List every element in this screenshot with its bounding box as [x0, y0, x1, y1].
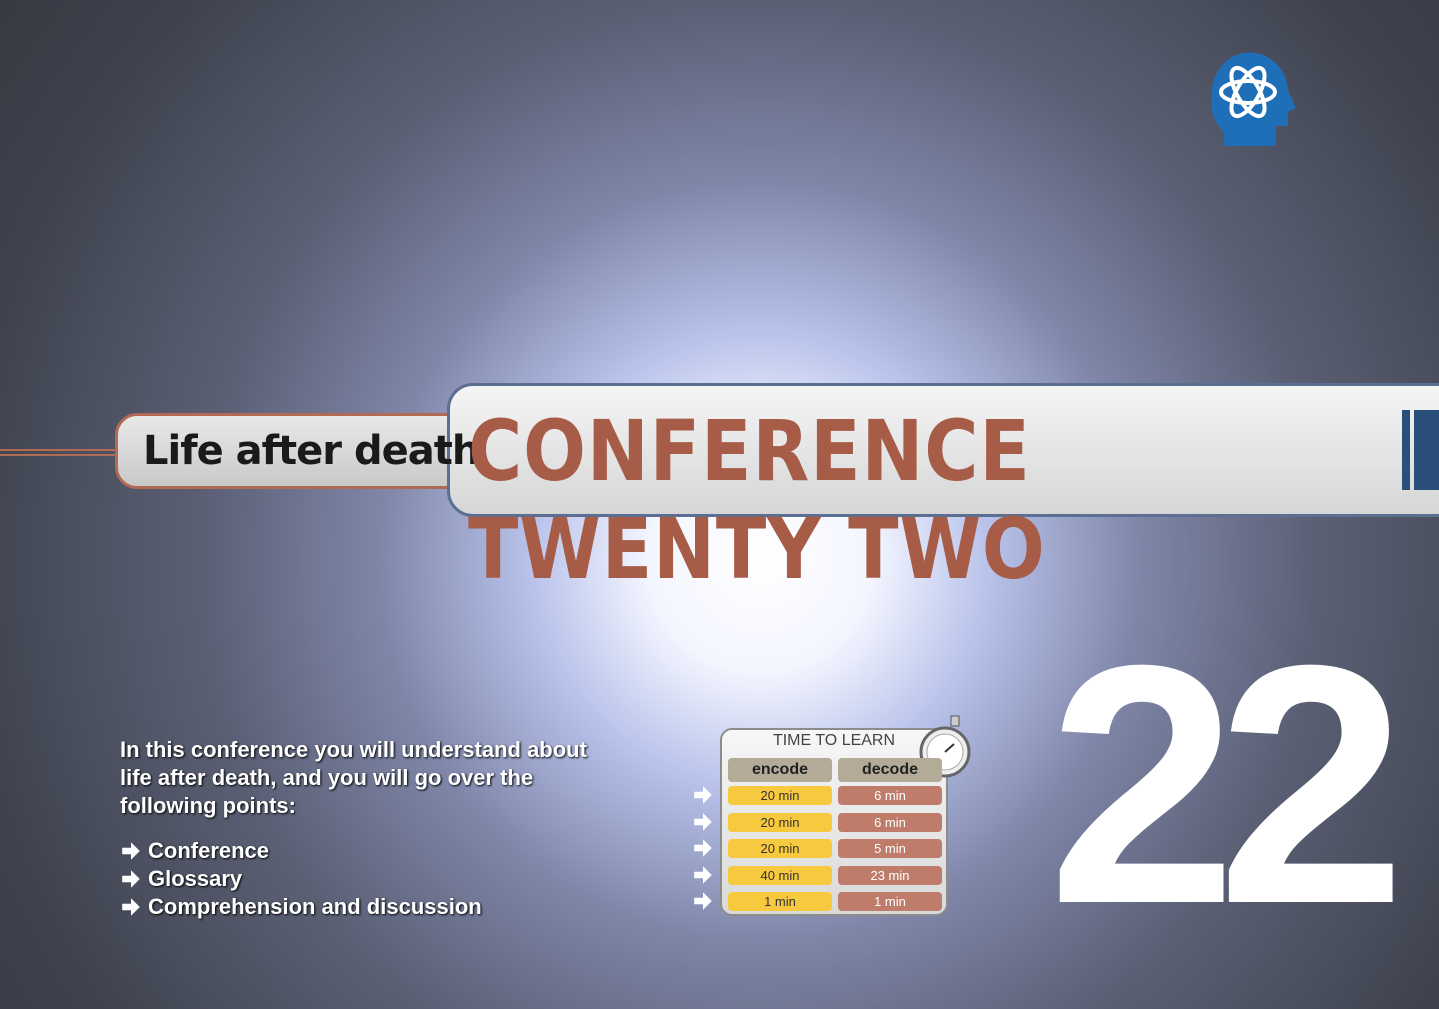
- decode-cell: 5 min: [838, 839, 942, 858]
- encode-cell: 20 min: [728, 812, 832, 832]
- banner-bar: [1402, 410, 1410, 490]
- encode-cell: 40 min: [728, 865, 832, 885]
- point: Conference: [120, 838, 269, 864]
- point-text: Conference: [148, 838, 270, 863]
- decode-cell: 1 min: [838, 892, 942, 911]
- conference-number: 22: [1048, 595, 1406, 975]
- logo: [1211, 52, 1296, 147]
- arrow-icon: [122, 870, 140, 888]
- point: Glossary: [120, 866, 242, 892]
- point-text: Comprehension and discussion: [148, 894, 482, 919]
- encode-cell: 20 min: [728, 839, 832, 858]
- table-header: encode: [728, 758, 832, 782]
- arrow-icon: [122, 898, 140, 916]
- arrow-icon: [694, 812, 712, 831]
- table-title: TIME TO LEARN: [772, 732, 896, 749]
- title-banner: [447, 383, 1439, 517]
- arrow-icon: [694, 786, 712, 804]
- decode-cell: 6 min: [838, 812, 942, 832]
- point-text: Glossary: [148, 866, 243, 891]
- decode-cell: 23 min: [838, 865, 942, 885]
- decode-cell: 6 min: [838, 786, 942, 805]
- title: CONFERENCE TWENTY TWO: [468, 402, 1046, 598]
- arrow-icon: [122, 842, 140, 860]
- intro: In this conference you will understand a…: [120, 737, 587, 818]
- point: Comprehension and discussion: [120, 894, 482, 920]
- banner-bar: [1414, 410, 1439, 490]
- encode-cell: 1 min: [728, 892, 832, 911]
- arrow-icon: [694, 865, 712, 884]
- encode-cell: 20 min: [728, 786, 832, 805]
- table-header: decode: [838, 758, 942, 782]
- arrow-icon: [694, 892, 712, 910]
- subtitle: Life after death: [143, 428, 480, 474]
- arrow-icon: [694, 839, 712, 857]
